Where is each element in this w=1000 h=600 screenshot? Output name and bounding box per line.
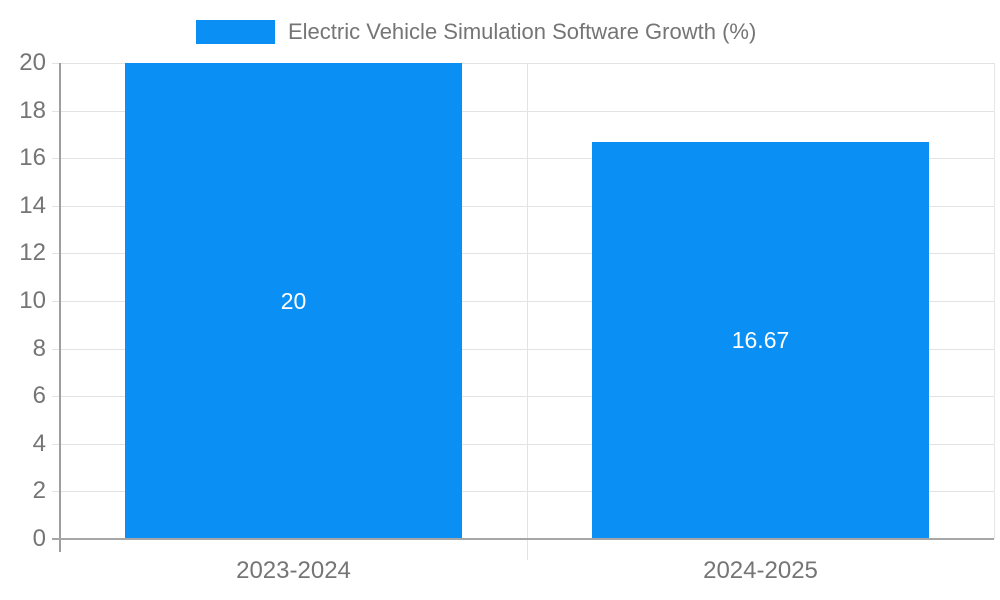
y-tick-label: 16 bbox=[19, 144, 46, 172]
gridline bbox=[52, 63, 994, 64]
y-tick-label: 10 bbox=[19, 287, 46, 314]
bar: 16.67 bbox=[592, 142, 929, 539]
y-tick-label: 2 bbox=[32, 477, 46, 505]
gridline bbox=[52, 110, 994, 112]
chart-legend: Electric Vehicle Simulation Software Gro… bbox=[0, 20, 1000, 44]
y-tick-label: 20 bbox=[19, 49, 46, 76]
x-axis-baseline bbox=[52, 538, 994, 540]
y-tick-label: 18 bbox=[19, 96, 46, 124]
x-axis-label: 2023-2024 bbox=[236, 557, 351, 584]
y-tick-label: 4 bbox=[32, 429, 46, 457]
gridline-vertical bbox=[527, 63, 528, 560]
y-tick-label: 14 bbox=[19, 191, 46, 219]
plot-area: 0 2 4 6 8 10 12 14 16 18 20 20 2023-2024 16.67 2024-20… bbox=[19, 51, 995, 584]
gridline bbox=[52, 301, 994, 302]
legend-label: Electric Vehicle Simulation Software Gro… bbox=[288, 19, 757, 44]
y-axis-line bbox=[59, 63, 61, 552]
bar-value-label: 20 bbox=[280, 287, 307, 314]
gridline bbox=[52, 443, 994, 445]
gridline bbox=[52, 491, 994, 493]
gridline bbox=[52, 205, 994, 207]
legend-swatch bbox=[196, 20, 275, 44]
bar-value-label: 16.67 bbox=[731, 327, 790, 354]
y-tick-label: 0 bbox=[32, 525, 46, 552]
y-tick-label: 8 bbox=[32, 334, 46, 362]
y-tick-label: 6 bbox=[32, 382, 46, 410]
bar: 20 bbox=[125, 63, 462, 539]
y-tick-label: 12 bbox=[19, 239, 46, 267]
gridline bbox=[52, 158, 994, 160]
gridline bbox=[52, 348, 994, 350]
gridline bbox=[52, 396, 994, 398]
gridline bbox=[52, 253, 994, 255]
x-axis-label: 2024-2025 bbox=[703, 557, 818, 584]
